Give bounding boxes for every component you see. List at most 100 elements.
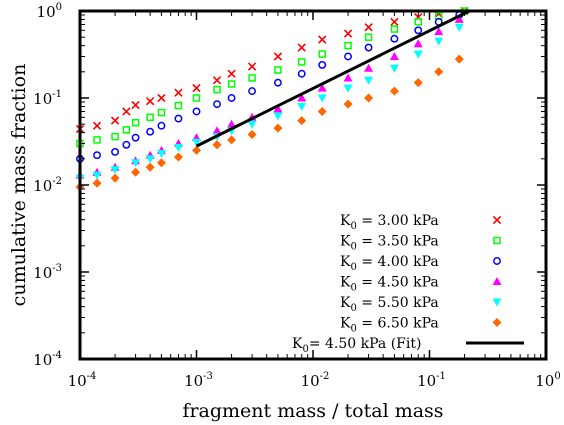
data-point: [364, 43, 373, 52]
data-point: [157, 121, 166, 130]
plot-marks: [75, 6, 471, 192]
legend-entry: K0 = 3.50 kPa: [340, 234, 501, 253]
data-point: [173, 152, 183, 162]
data-point: [157, 93, 166, 103]
data-point: [92, 178, 102, 188]
data-point: [247, 130, 257, 140]
data-point: [248, 74, 256, 82]
data-point: [297, 116, 307, 126]
legend-entry: K0 = 4.50 kPa: [340, 275, 502, 294]
data-point: [273, 123, 283, 133]
data-point: [434, 37, 444, 46]
x-tick-label: 10-4: [68, 371, 97, 390]
series-2: [76, 11, 464, 163]
data-point: [145, 162, 155, 172]
data-point: [146, 113, 154, 122]
data-point: [414, 18, 422, 26]
data-point: [344, 41, 352, 50]
data-point: [110, 173, 120, 183]
data-point: [454, 14, 464, 23]
data-point: [227, 69, 236, 78]
data-point: [192, 138, 201, 147]
data-point: [434, 27, 444, 36]
data-point: [192, 94, 201, 102]
data-point: [227, 119, 237, 128]
data-point: [389, 51, 399, 60]
data-point: [343, 84, 353, 93]
legend-label: K0= 4.50 kPa (Fit): [292, 336, 421, 355]
y-tick-label: 10-2: [33, 176, 62, 195]
legend-marker: [492, 298, 502, 307]
data-point: [122, 107, 131, 116]
legend-label: K0 = 4.50 kPa: [340, 275, 439, 294]
y-axis-title: cumulative mass fraction: [8, 64, 30, 307]
data-point: [247, 120, 257, 129]
legend-entry-fit: K0= 4.50 kPa (Fit): [292, 336, 524, 355]
data-point: [131, 167, 141, 177]
tick-labels: 10-4 10-3 10-2 10-1 100 10-4 10-3 10-2 10-1 100: [33, 2, 561, 390]
data-point: [344, 52, 353, 61]
data-point: [227, 94, 236, 102]
legend-entry: K0 = 3.00 kPa: [340, 213, 502, 232]
x-tick-label: 10-1: [417, 371, 446, 390]
legend-marker: [492, 215, 502, 225]
data-point: [174, 114, 183, 123]
data-point: [413, 50, 423, 59]
data-point: [192, 83, 201, 93]
data-point: [274, 66, 282, 74]
data-point: [273, 52, 283, 61]
data-point: [297, 69, 306, 78]
data-point: [156, 158, 166, 168]
data-point: [389, 86, 399, 96]
data-point: [156, 150, 166, 159]
data-point: [122, 140, 131, 149]
x-axis-title: fragment mass / total mass: [182, 400, 443, 422]
legend-label: K0 = 3.50 kPa: [340, 234, 439, 253]
x-tick-label: 10-3: [184, 371, 213, 390]
data-point: [414, 26, 423, 35]
data-point: [317, 106, 327, 116]
data-point: [297, 43, 306, 52]
legend-marker: [492, 277, 502, 285]
data-point: [318, 50, 326, 58]
x-tick-label: 100: [535, 371, 560, 390]
data-point: [92, 171, 102, 180]
axis-ticks: [79, 10, 547, 360]
data-point: [93, 136, 101, 144]
data-point: [247, 62, 257, 71]
data-point: [131, 118, 140, 127]
legend-label: K0 = 4.00 kPa: [340, 254, 439, 273]
data-point: [212, 126, 222, 135]
data-point: [318, 35, 327, 44]
x-tick-label: 10-2: [301, 371, 330, 390]
data-point: [174, 101, 183, 110]
data-point: [343, 29, 353, 38]
legend-entry: K0 = 6.50 kPa: [340, 316, 502, 335]
data-point: [343, 73, 353, 82]
data-point: [212, 76, 222, 85]
data-point: [364, 33, 373, 41]
y-tick-label: 100: [37, 2, 62, 21]
data-point: [364, 63, 374, 72]
legend-entry: K0 = 5.50 kPa: [340, 295, 502, 314]
data-point: [413, 78, 423, 88]
legend-label: K0 = 3.00 kPa: [340, 213, 439, 232]
data-point: [93, 151, 101, 160]
data-point: [92, 121, 102, 130]
series-0: [75, 6, 469, 134]
data-point: [297, 102, 307, 111]
data-point: [213, 85, 221, 94]
data-point: [110, 116, 120, 125]
data-point: [131, 133, 140, 142]
plot-frame: [78, 9, 548, 361]
data-point: [390, 25, 399, 33]
data-point: [111, 147, 120, 156]
data-point: [297, 58, 306, 66]
data-point: [248, 87, 257, 96]
data-point: [317, 83, 327, 92]
data-point: [297, 93, 307, 102]
legend-marker: [493, 257, 501, 265]
data-point: [318, 60, 327, 69]
